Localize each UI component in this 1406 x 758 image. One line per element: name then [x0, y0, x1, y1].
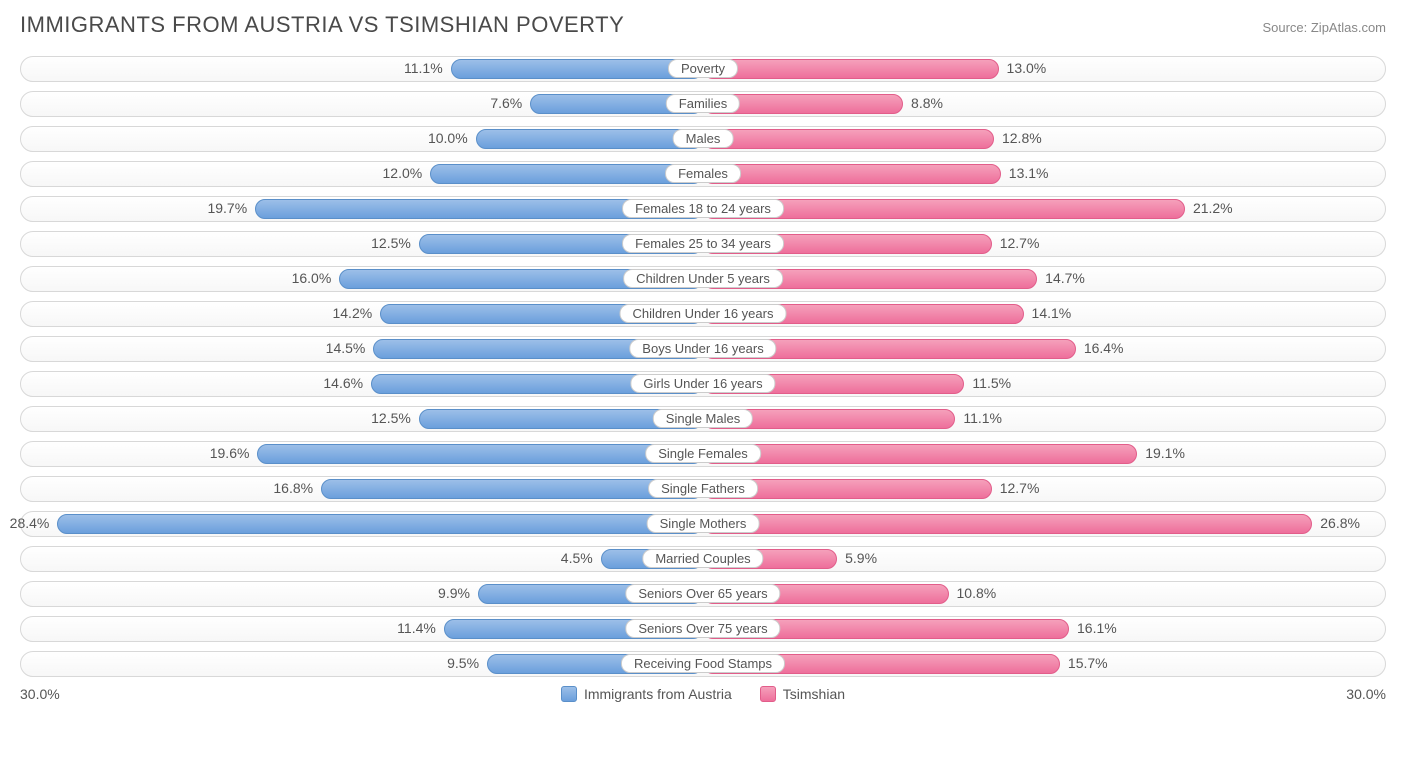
- category-label: Families: [666, 94, 740, 113]
- category-label: Females 18 to 24 years: [622, 199, 784, 218]
- value-left: 11.1%: [404, 60, 443, 76]
- diverging-bar-chart: 11.1% 13.0% Poverty 7.6% 8.8% Families 10.0% 12…: [20, 56, 1386, 677]
- value-right: 21.2%: [1193, 200, 1233, 216]
- category-label: Receiving Food Stamps: [621, 654, 785, 673]
- value-left: 11.4%: [397, 620, 436, 636]
- value-right: 26.8%: [1320, 515, 1360, 531]
- axis-right-max: 30.0%: [1346, 686, 1386, 702]
- value-left: 7.6%: [490, 95, 522, 111]
- value-right: 14.1%: [1032, 305, 1072, 321]
- value-left: 16.0%: [292, 270, 332, 286]
- chart-row: 11.1% 13.0% Poverty: [20, 56, 1386, 82]
- value-right: 14.7%: [1045, 270, 1085, 286]
- legend-label-left: Immigrants from Austria: [584, 686, 732, 702]
- category-label: Poverty: [668, 59, 738, 78]
- value-right: 13.1%: [1009, 165, 1049, 181]
- chart-row: 19.6% 19.1% Single Females: [20, 441, 1386, 467]
- value-left: 14.5%: [326, 340, 366, 356]
- chart-header: IMMIGRANTS FROM AUSTRIA VS TSIMSHIAN POV…: [20, 12, 1386, 38]
- chart-row: 4.5% 5.9% Married Couples: [20, 546, 1386, 572]
- value-left: 14.2%: [332, 305, 372, 321]
- category-label: Seniors Over 65 years: [625, 584, 780, 603]
- value-right: 19.1%: [1145, 445, 1185, 461]
- value-left: 19.6%: [210, 445, 250, 461]
- chart-row: 19.7% 21.2% Females 18 to 24 years: [20, 196, 1386, 222]
- chart-row: 9.9% 10.8% Seniors Over 65 years: [20, 581, 1386, 607]
- category-label: Boys Under 16 years: [629, 339, 776, 358]
- chart-row: 16.8% 12.7% Single Fathers: [20, 476, 1386, 502]
- chart-footer: 30.0% Immigrants from Austria Tsimshian …: [20, 686, 1386, 702]
- value-left: 28.4%: [10, 515, 50, 531]
- value-right: 16.1%: [1077, 620, 1117, 636]
- chart-row: 12.5% 12.7% Females 25 to 34 years: [20, 231, 1386, 257]
- chart-source: Source: ZipAtlas.com: [1262, 20, 1386, 35]
- legend-item-right: Tsimshian: [760, 686, 845, 702]
- category-label: Married Couples: [642, 549, 763, 568]
- chart-row: 16.0% 14.7% Children Under 5 years: [20, 266, 1386, 292]
- category-label: Girls Under 16 years: [630, 374, 775, 393]
- value-left: 14.6%: [323, 375, 363, 391]
- category-label: Single Fathers: [648, 479, 758, 498]
- value-right: 12.7%: [1000, 480, 1040, 496]
- legend-item-left: Immigrants from Austria: [561, 686, 732, 702]
- bar-left: [257, 444, 703, 464]
- bar-right: [703, 129, 994, 149]
- value-left: 12.5%: [371, 235, 411, 251]
- chart-row: 14.5% 16.4% Boys Under 16 years: [20, 336, 1386, 362]
- chart-row: 11.4% 16.1% Seniors Over 75 years: [20, 616, 1386, 642]
- bar-right: [703, 59, 999, 79]
- chart-row: 7.6% 8.8% Families: [20, 91, 1386, 117]
- value-right: 12.7%: [1000, 235, 1040, 251]
- legend-swatch-right-icon: [760, 686, 776, 702]
- legend-label-right: Tsimshian: [783, 686, 845, 702]
- value-right: 12.8%: [1002, 130, 1042, 146]
- value-right: 8.8%: [911, 95, 943, 111]
- category-label: Females 25 to 34 years: [622, 234, 784, 253]
- value-right: 11.1%: [963, 410, 1002, 426]
- category-label: Females: [665, 164, 741, 183]
- value-left: 10.0%: [428, 130, 468, 146]
- chart-row: 14.6% 11.5% Girls Under 16 years: [20, 371, 1386, 397]
- bar-left: [321, 479, 703, 499]
- category-label: Single Mothers: [647, 514, 760, 533]
- value-right: 16.4%: [1084, 340, 1124, 356]
- bar-right: [703, 164, 1001, 184]
- bar-left: [476, 129, 703, 149]
- value-left: 4.5%: [561, 550, 593, 566]
- value-left: 12.0%: [383, 165, 423, 181]
- chart-row: 12.5% 11.1% Single Males: [20, 406, 1386, 432]
- value-left: 9.9%: [438, 585, 470, 601]
- value-left: 19.7%: [207, 200, 247, 216]
- value-right: 15.7%: [1068, 655, 1108, 671]
- chart-title: IMMIGRANTS FROM AUSTRIA VS TSIMSHIAN POV…: [20, 12, 624, 38]
- category-label: Single Females: [645, 444, 761, 463]
- value-left: 12.5%: [371, 410, 411, 426]
- axis-left-max: 30.0%: [20, 686, 60, 702]
- category-label: Seniors Over 75 years: [625, 619, 780, 638]
- chart-row: 9.5% 15.7% Receiving Food Stamps: [20, 651, 1386, 677]
- category-label: Single Males: [653, 409, 753, 428]
- category-label: Males: [673, 129, 734, 148]
- chart-row: 14.2% 14.1% Children Under 16 years: [20, 301, 1386, 327]
- chart-row: 28.4%26.8%Single Mothers: [20, 511, 1386, 537]
- legend-swatch-left-icon: [561, 686, 577, 702]
- value-left: 9.5%: [447, 655, 479, 671]
- chart-row: 12.0% 13.1% Females: [20, 161, 1386, 187]
- bar-left: [57, 514, 703, 534]
- chart-row: 10.0% 12.8% Males: [20, 126, 1386, 152]
- value-right: 11.5%: [972, 375, 1011, 391]
- category-label: Children Under 5 years: [623, 269, 783, 288]
- value-right: 5.9%: [845, 550, 877, 566]
- bar-left: [451, 59, 703, 79]
- bar-right: [703, 444, 1137, 464]
- bar-right: [703, 514, 1312, 534]
- category-label: Children Under 16 years: [620, 304, 787, 323]
- value-right: 13.0%: [1007, 60, 1047, 76]
- bar-left: [430, 164, 703, 184]
- value-left: 16.8%: [273, 480, 313, 496]
- legend: Immigrants from Austria Tsimshian: [561, 686, 845, 702]
- value-right: 10.8%: [957, 585, 997, 601]
